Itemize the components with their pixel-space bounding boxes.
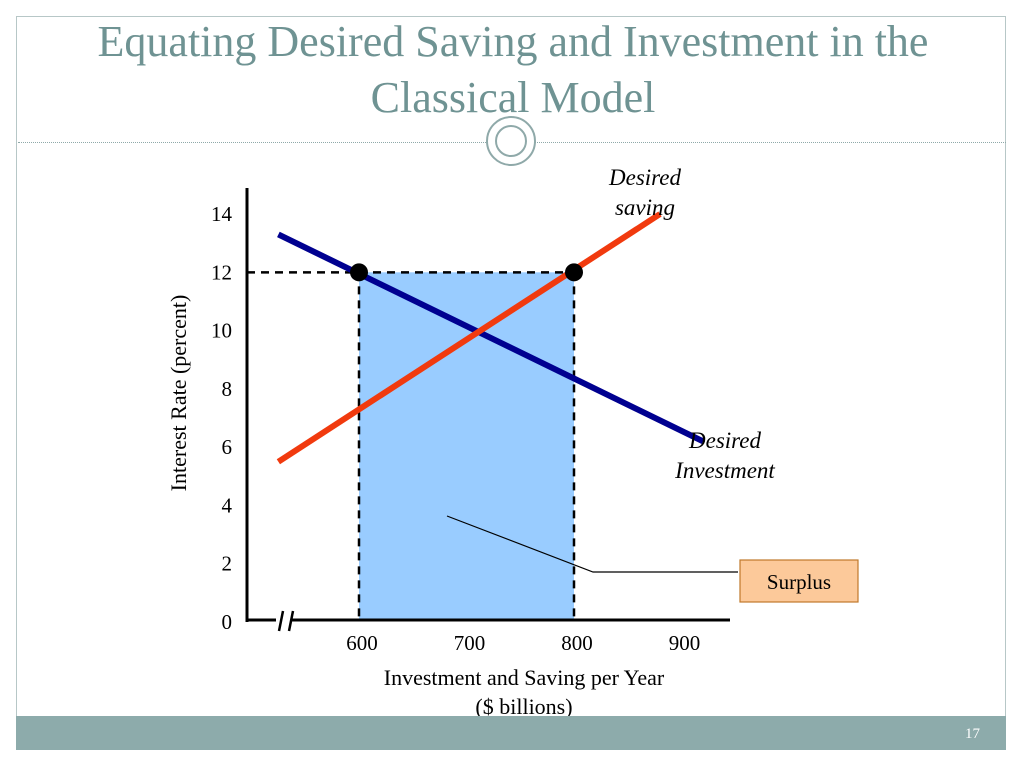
slide-title: Equating Desired Saving and Investment i… [97,17,929,122]
desired-saving-line [276,211,662,465]
y-tick-label: 4 [222,493,233,517]
y-tick-label: 12 [211,260,232,284]
desired-investment-line [277,231,705,445]
y-tick-label: 8 [222,377,233,401]
y-axis-label: Interest Rate (percent) [166,295,191,492]
surplus-region [359,272,574,620]
x-axis-label-line1: Investment and Saving per Year [384,665,665,690]
page-number: 17 [965,726,980,742]
y-tick-label: 2 [222,552,233,576]
axis-break-mark-left [277,610,285,632]
x-tick-label: 800 [561,631,593,655]
y-tick-label: 10 [211,319,232,343]
surplus-callout-box [739,559,859,603]
axis-break-mark-right [287,610,295,632]
desired-investment-label-line1: Desired [688,428,761,453]
ring-inner [495,125,527,157]
y-tick-label: 14 [211,202,233,226]
x-tick-label: 600 [346,631,378,655]
x-tick-label: 900 [669,631,701,655]
x-axis-label-line2: ($ billions) [475,694,572,719]
intersection-point [565,263,583,282]
surplus-callout-label: Surplus [767,570,831,594]
surplus-callout-leader [446,515,738,573]
intersection-point [350,263,368,282]
desired-saving-label-line1: Desired [608,165,681,190]
y-tick-label: 0 [222,610,233,634]
ring-ornament [486,116,536,166]
x-tick-label: 700 [454,631,486,655]
footer-bar: 17 [16,716,1006,750]
desired-investment-label-line2: Investment [674,458,775,483]
y-tick-label: 6 [222,435,233,459]
desired-saving-label-line2: saving [615,195,675,220]
